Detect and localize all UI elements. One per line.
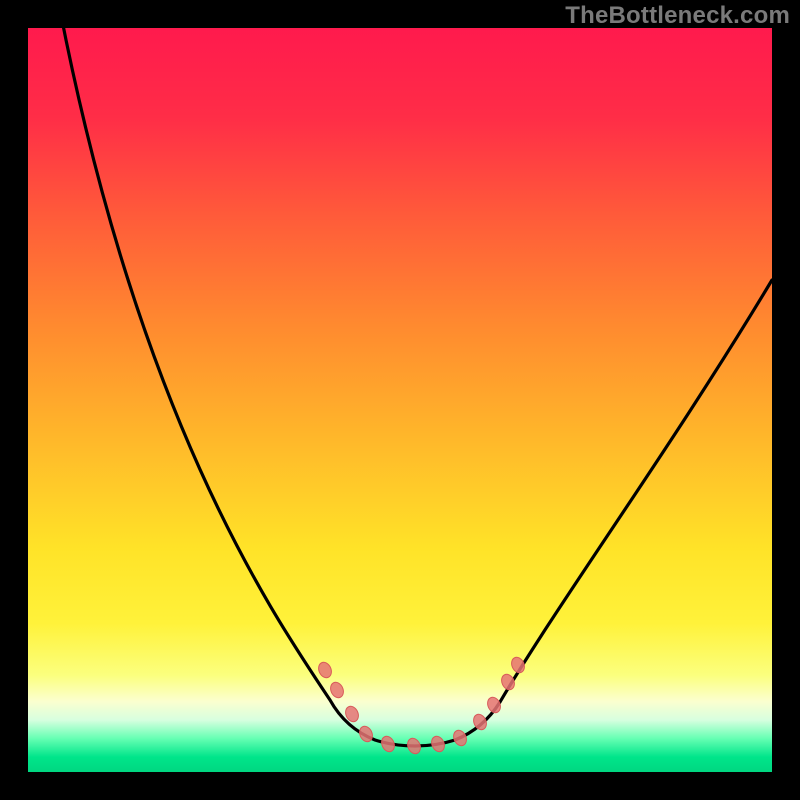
gradient-background xyxy=(28,28,772,772)
bottleneck-chart xyxy=(0,0,800,800)
watermark-text: TheBottleneck.com xyxy=(565,2,790,30)
chart-stage: TheBottleneck.com xyxy=(0,0,800,800)
